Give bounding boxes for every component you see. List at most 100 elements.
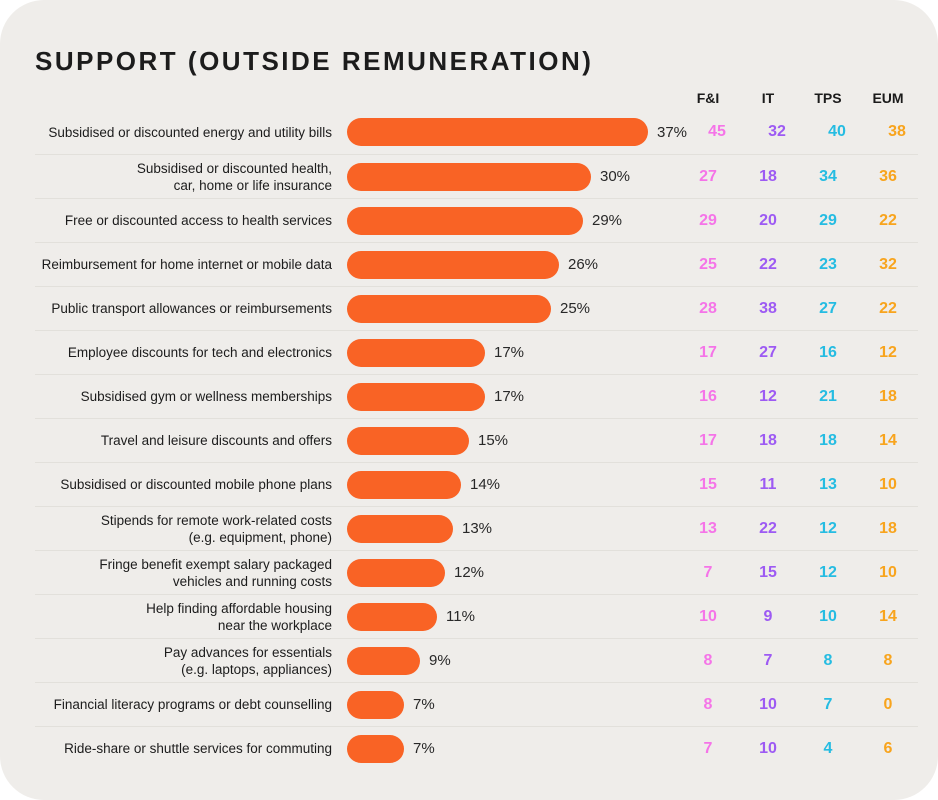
row-values: 8 10 7 0 [678, 696, 918, 714]
row-value-eum: 32 [879, 255, 897, 273]
row-value-it: 7 [763, 651, 773, 669]
chart-row: Fringe benefit exempt salary packaged ve… [35, 550, 918, 594]
chart-row: Free or discounted access to health serv… [35, 198, 918, 242]
column-headers: F&I IT TPS EUM [35, 82, 918, 110]
chart-title: SUPPORT (OUTSIDE REMUNERATION) [35, 46, 594, 76]
row-percent: 15% [478, 432, 509, 449]
row-values: 17 18 18 14 [678, 432, 918, 450]
row-value-fi: 28 [699, 299, 717, 317]
row-value-eum: 10 [879, 475, 897, 493]
row-values: 17 27 16 12 [678, 344, 918, 362]
row-percent: 7% [413, 740, 435, 757]
row-percent: 17% [494, 388, 525, 405]
bar-track: 29% [332, 206, 678, 235]
chart-row: Pay advances for essentials (e.g. laptop… [35, 638, 918, 682]
row-value-tps: 7 [823, 695, 833, 713]
row-bar [347, 514, 453, 543]
row-value-tps: 23 [819, 255, 837, 273]
row-percent: 7% [413, 696, 435, 713]
row-values: 7 15 12 10 [678, 564, 918, 582]
row-label: Stipends for remote work-related costs (… [100, 512, 332, 545]
row-value-fi: 17 [699, 343, 717, 361]
row-bar [347, 602, 437, 631]
chart-row: Subsidised or discounted energy and util… [35, 110, 918, 154]
row-value-it: 10 [759, 739, 777, 757]
row-value-tps: 34 [819, 167, 837, 185]
row-value-eum: 18 [879, 387, 897, 405]
row-value-fi: 45 [708, 123, 726, 140]
row-values: 29 20 29 22 [678, 212, 918, 230]
row-value-tps: 29 [819, 211, 837, 229]
row-value-tps: 12 [819, 519, 837, 537]
row-value-tps: 40 [828, 123, 846, 140]
row-values: 25 22 23 32 [678, 256, 918, 274]
row-value-it: 18 [759, 167, 777, 185]
row-bar [347, 338, 485, 367]
bar-track: 37% [332, 118, 687, 146]
row-value-eum: 0 [883, 695, 893, 713]
row-label: Subsidised gym or wellness memberships [80, 389, 332, 404]
chart-row: Travel and leisure discounts and offers … [35, 418, 918, 462]
row-bar [347, 294, 551, 323]
row-percent: 9% [429, 652, 451, 669]
row-values: 7 10 4 6 [678, 740, 918, 758]
row-value-it: 18 [759, 431, 777, 449]
row-value-fi: 7 [703, 563, 713, 581]
row-label: Financial literacy programs or debt coun… [53, 697, 332, 712]
bar-track: 13% [332, 514, 678, 543]
row-percent: 26% [568, 256, 599, 273]
row-bar [347, 250, 559, 279]
row-value-tps: 16 [819, 343, 837, 361]
bar-track: 17% [332, 382, 678, 411]
row-value-fi: 7 [703, 739, 713, 757]
chart-row: Employee discounts for tech and electron… [35, 330, 918, 374]
row-values: 8 7 8 8 [678, 652, 918, 670]
row-value-eum: 22 [879, 211, 897, 229]
row-label: Travel and leisure discounts and offers [100, 433, 332, 448]
row-percent: 12% [454, 564, 485, 581]
header-values: F&I IT TPS EUM [678, 90, 918, 106]
row-value-fi: 16 [699, 387, 717, 405]
row-value-eum: 36 [879, 167, 897, 185]
row-percent: 25% [560, 300, 591, 317]
chart-row: Subsidised gym or wellness memberships 1… [35, 374, 918, 418]
row-value-eum: 18 [879, 519, 897, 537]
bar-track: 25% [332, 294, 678, 323]
row-percent: 37% [657, 123, 688, 141]
row-value-fi: 13 [699, 519, 717, 537]
column-header-it: IT [761, 90, 775, 106]
row-label: Help finding affordable housing near the… [146, 600, 332, 633]
row-value-it: 22 [759, 255, 777, 273]
bar-track: 30% [332, 162, 678, 191]
chart-row: Subsidised or discounted health, car, ho… [35, 154, 918, 198]
row-percent: 30% [600, 168, 631, 185]
row-value-eum: 8 [883, 651, 893, 669]
bar-track: 12% [332, 558, 678, 587]
chart-rows: Subsidised or discounted energy and util… [35, 110, 918, 770]
chart-row: Public transport allowances or reimburse… [35, 286, 918, 330]
chart-row: Ride-share or shuttle services for commu… [35, 726, 918, 770]
row-value-fi: 25 [699, 255, 717, 273]
row-bar [347, 382, 485, 411]
row-value-eum: 10 [879, 563, 897, 581]
row-percent: 11% [446, 608, 475, 625]
row-label: Subsidised or discounted energy and util… [48, 124, 332, 140]
row-label: Pay advances for essentials (e.g. laptop… [163, 644, 332, 677]
row-value-fi: 29 [699, 211, 717, 229]
row-value-tps: 21 [819, 387, 837, 405]
bar-track: 15% [332, 426, 678, 455]
row-value-tps: 4 [823, 739, 833, 757]
row-bar [347, 558, 445, 587]
row-bar [347, 162, 591, 191]
bar-track: 9% [332, 646, 678, 675]
row-label: Subsidised or discounted mobile phone pl… [60, 477, 332, 492]
row-value-it: 9 [763, 607, 773, 625]
row-label: Subsidised or discounted health, car, ho… [136, 160, 332, 193]
row-values: 28 38 27 22 [678, 300, 918, 318]
chart-row: Help finding affordable housing near the… [35, 594, 918, 638]
row-value-tps: 8 [823, 651, 833, 669]
row-bar [347, 734, 404, 763]
bar-track: 14% [332, 470, 678, 499]
row-percent: 29% [592, 212, 623, 229]
row-label: Reimbursement for home internet or mobil… [41, 257, 332, 272]
